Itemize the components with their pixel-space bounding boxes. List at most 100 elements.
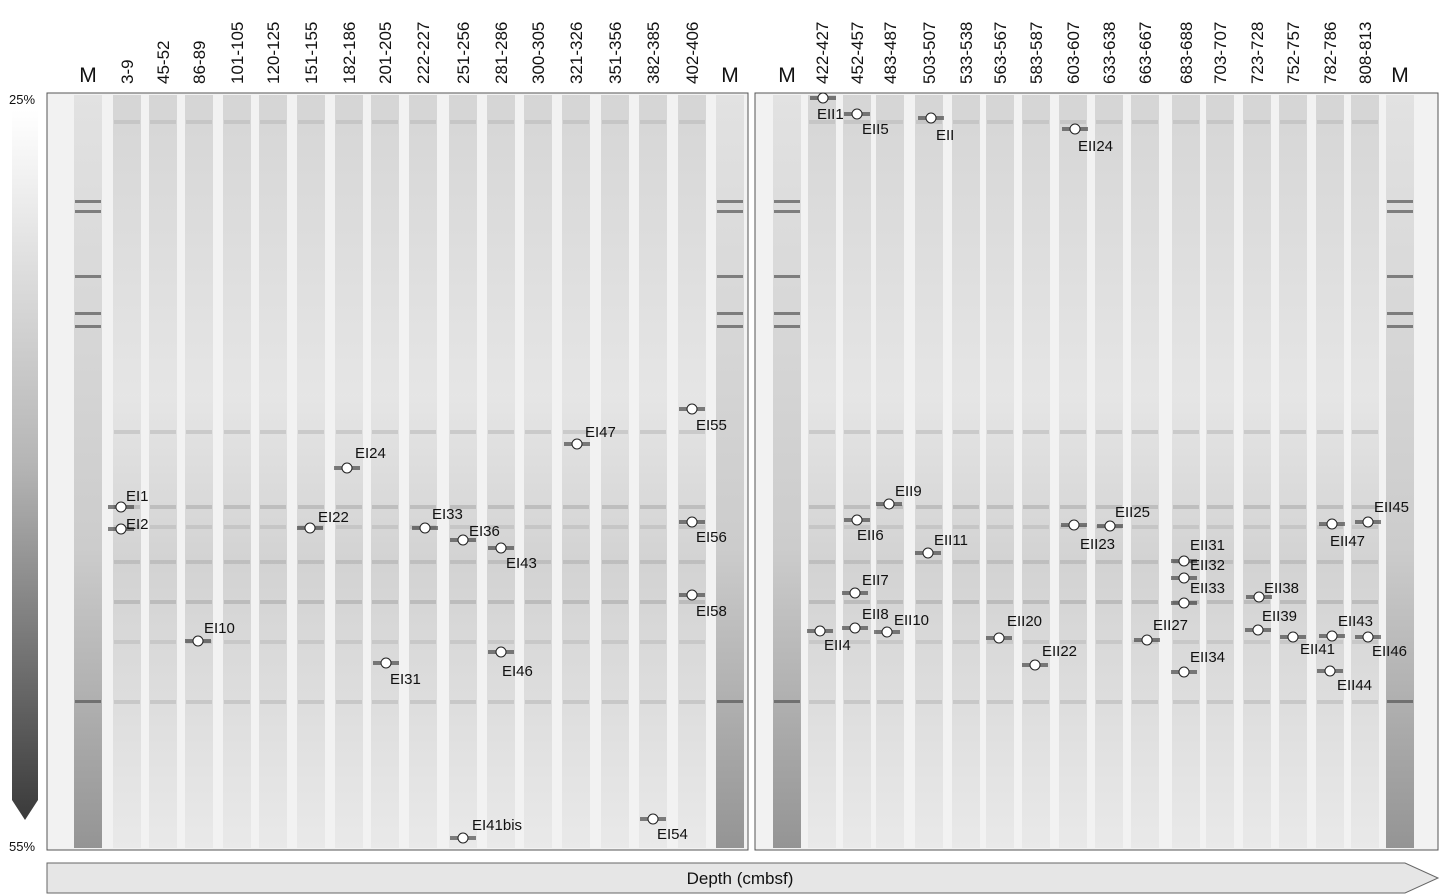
band-marker [1252, 624, 1264, 636]
gel-band [1387, 210, 1413, 213]
band-label: EII32 [1190, 557, 1225, 574]
lane-label: 402-406 [683, 22, 702, 84]
gel-band [372, 430, 398, 434]
gel-band [260, 120, 286, 124]
lane [876, 95, 904, 848]
gel-band [336, 505, 362, 509]
gel-band [150, 700, 176, 704]
gel-band [372, 640, 398, 644]
gel-band [953, 560, 979, 564]
gel-band [679, 505, 705, 509]
gel-band [186, 600, 212, 604]
gel-band [640, 560, 666, 564]
gel-band [844, 700, 870, 704]
band-marker [1068, 519, 1080, 531]
band-marker [686, 403, 698, 415]
gel-band [298, 560, 324, 564]
band-marker [115, 523, 127, 535]
lane [1243, 95, 1271, 848]
gel-band [298, 430, 324, 434]
gel-band [953, 505, 979, 509]
band-marker [851, 514, 863, 526]
gel-band [987, 700, 1013, 704]
gel-band [916, 700, 942, 704]
gel-band [679, 120, 705, 124]
gel-band [525, 560, 551, 564]
lane [74, 95, 102, 848]
band-label: EI1 [126, 488, 149, 505]
lane-label: 120-125 [264, 22, 283, 84]
lane [1279, 95, 1307, 848]
gel-band [679, 560, 705, 564]
lane-label: 222-227 [414, 22, 433, 84]
gel-band [75, 200, 101, 203]
gel-band [1280, 120, 1306, 124]
lane-label: 300-305 [529, 22, 548, 84]
gel-band [150, 600, 176, 604]
gel-band [260, 560, 286, 564]
gel-band [877, 640, 903, 644]
gel-band [1280, 505, 1306, 509]
gel-band [150, 120, 176, 124]
gel-band [336, 430, 362, 434]
band-marker [304, 522, 316, 534]
gel-band [1173, 640, 1199, 644]
gel-band [298, 600, 324, 604]
gel-band [987, 430, 1013, 434]
gel-band [1244, 430, 1270, 434]
gel-band [186, 430, 212, 434]
band-label: EI10 [204, 620, 235, 637]
gel-band [1132, 505, 1158, 509]
gel-band [774, 200, 800, 203]
lane-label: M [721, 64, 739, 87]
gel-band [450, 640, 476, 644]
band-marker [495, 542, 507, 554]
lane-label: 151-155 [302, 22, 321, 84]
gel-band [1317, 430, 1343, 434]
gel-band [602, 430, 628, 434]
band-label: EII [936, 127, 954, 144]
band-label: EII22 [1042, 643, 1077, 660]
gel-band [1132, 560, 1158, 564]
gel-band [1280, 560, 1306, 564]
gel-band [114, 120, 140, 124]
lane [149, 95, 177, 848]
gel-band [525, 640, 551, 644]
lane [1022, 95, 1050, 848]
depth-label: Depth (cmbsf) [687, 869, 794, 888]
band-marker [419, 522, 431, 534]
gel-band [844, 600, 870, 604]
gel-band [640, 640, 666, 644]
gel-band [844, 560, 870, 564]
band-label: EII34 [1190, 649, 1225, 666]
gel-band [1387, 700, 1413, 703]
gel-band [224, 560, 250, 564]
gel-band [150, 430, 176, 434]
band-marker [1326, 518, 1338, 530]
band-marker [1029, 659, 1041, 671]
gel-band [410, 640, 436, 644]
gel-band [602, 505, 628, 509]
gel-band [717, 210, 743, 213]
lane-label: 321-326 [567, 22, 586, 84]
band-label: EII45 [1374, 499, 1409, 516]
lane [487, 95, 515, 848]
gel-band [488, 640, 514, 644]
band-label: EI22 [318, 509, 349, 526]
gel-band [75, 700, 101, 703]
gel-band [336, 560, 362, 564]
gel-band [260, 640, 286, 644]
lane [1386, 95, 1414, 848]
gel-band [1060, 120, 1086, 124]
band-marker [814, 625, 826, 637]
lane [562, 95, 590, 848]
gel-band [488, 560, 514, 564]
band-marker [993, 632, 1005, 644]
gel-band [525, 120, 551, 124]
gel-band [563, 640, 589, 644]
band-marker [571, 438, 583, 450]
gel-band [114, 560, 140, 564]
band-label: EII4 [824, 637, 851, 654]
lane [524, 95, 552, 848]
gel-band [488, 430, 514, 434]
